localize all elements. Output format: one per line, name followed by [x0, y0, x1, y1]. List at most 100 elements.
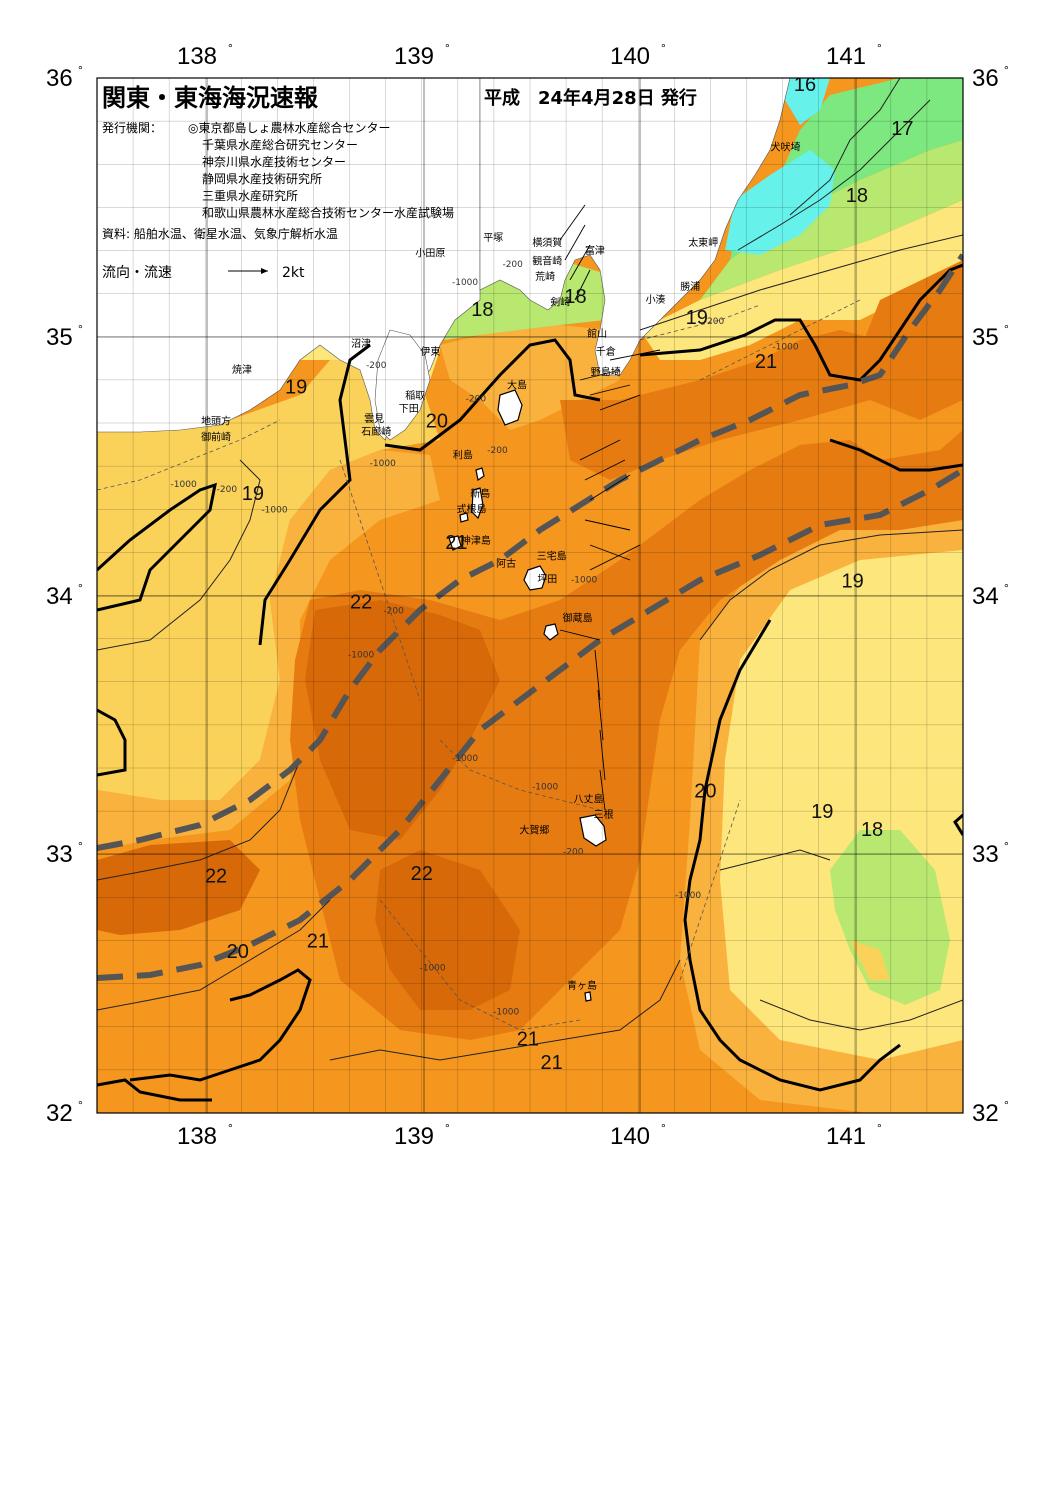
lat-label-34-right: 34	[972, 583, 999, 610]
isotherm-21-west	[97, 708, 127, 777]
place-label: 太東岬	[688, 236, 718, 249]
depth-label: -1000	[171, 480, 197, 490]
current-arrow	[569, 244, 591, 281]
isotherm-label: 21	[445, 532, 467, 554]
map-title: 関東・東海海況速報	[102, 84, 319, 112]
isotherm-label: 17	[891, 118, 913, 140]
kuroshio-axis-middle	[97, 253, 963, 851]
zone-16-north	[780, 78, 830, 125]
isotherm-label: 19	[285, 377, 307, 399]
place-label: 阿古	[496, 557, 516, 570]
isotherm-20-south	[97, 1078, 212, 1102]
lon-label-139: 139	[394, 43, 434, 70]
degree-mark: °	[78, 322, 83, 336]
place-label: 御蔵島	[563, 611, 593, 624]
isotherm-thin-6	[639, 234, 963, 331]
place-label: 三宅島	[537, 549, 567, 562]
depth-label: -1000	[532, 783, 558, 793]
current-vectors	[559, 204, 661, 811]
lon-label-141-bottom: 141	[826, 1123, 866, 1150]
depth-label: -200	[487, 446, 508, 456]
isotherm-label: 18	[846, 185, 868, 207]
depth-label: -200	[563, 847, 584, 857]
degree-mark: °	[1004, 63, 1009, 77]
current-arrow	[599, 729, 606, 781]
depth-label: -1000	[348, 651, 374, 661]
depth-label: -200	[704, 317, 725, 327]
isotherm-thin-3	[97, 899, 331, 1011]
island-hachijojima	[579, 814, 607, 847]
isotherm-label: 20	[694, 780, 716, 802]
issuer-4: 静岡県水産技術研究所	[202, 171, 322, 186]
place-label: 石廊崎	[361, 425, 391, 438]
kuroshio-axis-north	[97, 467, 963, 981]
place-label: 雲見	[364, 413, 384, 425]
place-label: 千倉	[596, 345, 616, 358]
lat-label-35-right: 35	[972, 324, 999, 351]
place-label: 小湊	[646, 293, 666, 306]
current-arrow	[589, 384, 631, 396]
depth-contours	[97, 299, 861, 1031]
degree-mark: °	[1004, 322, 1009, 336]
depth-label: -1000	[452, 278, 478, 288]
isotherm-label: 22	[205, 866, 227, 888]
place-label: 富津	[585, 244, 605, 257]
isotherm-thin-7	[719, 849, 831, 871]
isotherm-21-izu	[258, 343, 371, 646]
plot-area: -200 -1000 -200 -200 -200 -1000 -200 -1000 -1000…	[97, 74, 963, 1113]
lon-label-138-bottom: 138	[177, 1123, 217, 1150]
isotherm-20-southwest	[129, 968, 312, 1082]
place-label: 犬吠埼	[770, 140, 800, 153]
degree-mark: °	[78, 1098, 83, 1112]
isotherm-thin-5	[699, 529, 963, 641]
island-aogashima	[584, 991, 592, 1002]
degree-mark: °	[445, 41, 450, 55]
legend-scale: 2kt	[282, 265, 305, 281]
island-miyakejima	[523, 565, 547, 591]
depth-label: -1000	[419, 964, 445, 974]
lat-label-33-right: 33	[972, 841, 999, 868]
place-label: 勝浦	[680, 280, 700, 293]
depth-label: -200	[366, 361, 387, 371]
isotherm-thin-1	[97, 459, 261, 651]
issuer-5: 三重県水産研究所	[202, 188, 298, 203]
depth-label: -1000	[452, 754, 478, 764]
lat-label-32-right: 32	[972, 1100, 999, 1127]
degree-mark: °	[877, 1121, 882, 1135]
place-label: 野島埼	[591, 366, 621, 379]
place-label: 青ヶ島	[567, 979, 597, 992]
legend-label: 流向・流速	[102, 265, 172, 281]
lat-label-36: 36	[46, 65, 73, 92]
isotherm-thin-8	[759, 999, 963, 1031]
issue-date: 平成 24年4月28日 発行	[484, 87, 697, 109]
place-label: 荒崎	[535, 270, 555, 283]
zone-22b-core-2	[375, 850, 520, 1010]
depth-1000-izu-east	[439, 739, 601, 811]
place-label: 神津島	[461, 534, 491, 547]
depth-label: -200	[502, 260, 523, 270]
zone-22b-core-3	[97, 840, 260, 935]
issuer-1: ◎東京都島しょ農林水産総合センター	[188, 120, 390, 135]
isotherm-label: 16	[794, 74, 816, 96]
isotherm-labels: 16 17 18 18 18 19 19 20 21 19 21 22 19 20 19 18 22 22 20 21…	[205, 74, 914, 1074]
lat-label-34: 34	[46, 583, 73, 610]
lat-label-32: 32	[46, 1100, 73, 1127]
current-arrow	[579, 439, 621, 461]
isotherm-thin-2	[97, 759, 301, 881]
degree-symbols: ° ° ° ° ° ° ° ° ° ° ° ° ° ° ° ° ° °	[78, 41, 1009, 1135]
place-label: 大島	[507, 379, 527, 392]
lon-label-138: 138	[177, 43, 217, 70]
place-label: 利島	[453, 448, 473, 461]
isotherm-lines-thin	[97, 78, 963, 1061]
isotherm-label: 20	[426, 410, 448, 432]
current-arrow	[559, 204, 586, 241]
isotherm-label: 19	[841, 571, 863, 593]
place-label: 焼津	[232, 364, 252, 376]
island-niijima	[471, 487, 484, 520]
degree-mark: °	[661, 41, 666, 55]
degree-mark: °	[228, 41, 233, 55]
depth-1000-south	[379, 899, 581, 1031]
depth-label: -200	[383, 607, 404, 617]
degree-mark: °	[1004, 1098, 1009, 1112]
current-arrow	[559, 629, 601, 641]
